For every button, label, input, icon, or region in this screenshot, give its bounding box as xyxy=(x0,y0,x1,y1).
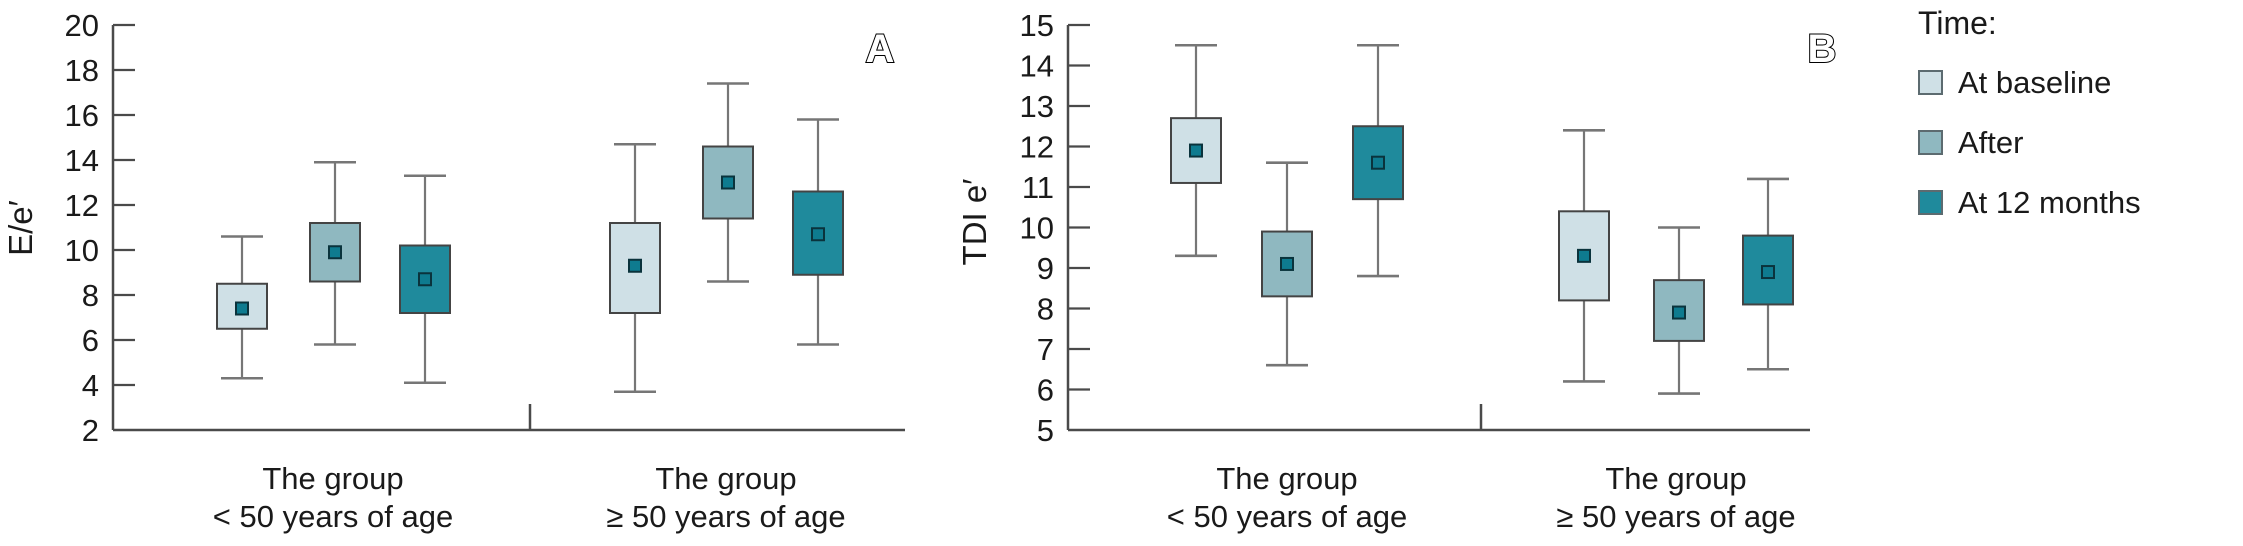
x-category-label: The group xyxy=(655,461,796,496)
legend-item-after: After xyxy=(1918,126,2141,159)
legend-item-baseline: At baseline xyxy=(1918,66,2141,99)
box-under50-at-12-months xyxy=(1352,43,1404,278)
mean-marker xyxy=(418,272,432,287)
baseline-swatch-icon xyxy=(1918,70,1943,95)
y-tick-label: 10 xyxy=(1020,211,1054,246)
y-tick-label: 12 xyxy=(65,188,99,223)
mean-marker xyxy=(1280,256,1294,271)
y-tick-label: 16 xyxy=(65,98,99,133)
mean-marker xyxy=(628,258,642,273)
box-under50-after xyxy=(309,160,361,346)
legend-label: At baseline xyxy=(1958,65,2112,100)
box-over50-at-baseline xyxy=(1558,129,1610,383)
y-tick-label: 18 xyxy=(65,53,99,88)
x-category-label: The group xyxy=(262,461,403,496)
mean-marker xyxy=(1672,305,1686,320)
box-over50-after xyxy=(1653,226,1705,395)
box-over50-at-baseline xyxy=(609,142,661,394)
box-over50-at-12-months xyxy=(1742,177,1794,371)
box-under50-at-baseline xyxy=(216,235,268,380)
y-tick-label: 13 xyxy=(1020,89,1054,124)
box-under50-at-baseline xyxy=(1170,43,1222,258)
twelve-months-swatch-icon xyxy=(1918,190,1943,215)
after-swatch-icon xyxy=(1918,130,1943,155)
y-tick-label: 14 xyxy=(1020,49,1054,84)
legend-title: Time: xyxy=(1918,5,1997,41)
y-tick-label: 20 xyxy=(65,8,99,43)
y-tick-label: 10 xyxy=(65,233,99,268)
mean-marker xyxy=(235,301,249,316)
legend-label: At 12 months xyxy=(1958,185,2141,220)
box-over50-after xyxy=(702,82,754,283)
iqr-box xyxy=(702,145,754,220)
y-tick-label: 8 xyxy=(1037,292,1054,327)
x-category-label: ≥ 50 years of age xyxy=(1556,499,1795,534)
panel-letter: A xyxy=(866,27,895,71)
x-category-label: The group xyxy=(1605,461,1746,496)
y-axis-label: E/e′ xyxy=(2,200,39,256)
y-tick-label: 5 xyxy=(1037,413,1054,448)
x-category-label: < 50 years of age xyxy=(1167,499,1407,534)
y-tick-label: 7 xyxy=(1037,332,1054,367)
y-tick-label: 8 xyxy=(82,278,99,313)
mean-marker xyxy=(1577,248,1591,263)
panel-letter: B xyxy=(1808,27,1837,71)
y-tick-label: 15 xyxy=(1020,8,1054,43)
y-tick-label: 2 xyxy=(82,413,99,448)
y-tick-label: 6 xyxy=(82,323,99,358)
mean-marker xyxy=(721,175,735,190)
box-under50-after xyxy=(1261,161,1313,367)
box-over50-at-12-months xyxy=(792,118,844,346)
y-tick-label: 4 xyxy=(82,368,99,403)
y-tick-label: 11 xyxy=(1022,170,1054,205)
mean-marker xyxy=(1761,265,1775,280)
mean-marker xyxy=(328,245,342,260)
y-axis-label: TDI e′ xyxy=(956,179,993,266)
mean-marker xyxy=(811,227,825,242)
mean-marker xyxy=(1189,143,1203,158)
legend-label: After xyxy=(1958,125,2024,160)
y-tick-label: 14 xyxy=(65,143,99,178)
mean-marker xyxy=(1371,155,1385,170)
x-category-label: < 50 years of age xyxy=(213,499,453,534)
box-under50-at-12-months xyxy=(399,174,451,385)
x-category-label: The group xyxy=(1216,461,1357,496)
x-category-label: ≥ 50 years of age xyxy=(606,499,845,534)
y-tick-label: 12 xyxy=(1020,130,1054,165)
legend-item-12-months: At 12 months xyxy=(1918,186,2141,219)
y-tick-label: 6 xyxy=(1037,373,1054,408)
legend: Time: At baseline After At 12 months xyxy=(1918,6,2141,246)
y-tick-label: 9 xyxy=(1037,251,1054,286)
